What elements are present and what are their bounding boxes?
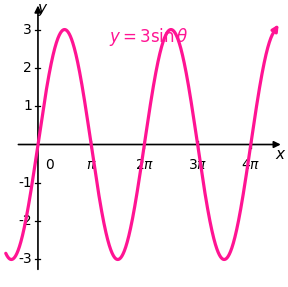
Text: -3: -3: [18, 253, 32, 267]
Text: -1: -1: [18, 176, 32, 190]
Text: $x$: $x$: [275, 147, 287, 162]
Text: 0: 0: [45, 158, 54, 172]
Text: -2: -2: [18, 214, 32, 228]
Text: $\pi$: $\pi$: [86, 158, 96, 172]
Text: $y$: $y$: [37, 2, 48, 18]
Text: 1: 1: [23, 99, 32, 113]
Text: $3\pi$: $3\pi$: [188, 158, 207, 172]
Text: $2\pi$: $2\pi$: [135, 158, 154, 172]
Text: 3: 3: [23, 23, 32, 36]
Text: $y = 3\sin\theta$: $y = 3\sin\theta$: [109, 26, 189, 48]
Text: 2: 2: [23, 61, 32, 75]
Text: $4\pi$: $4\pi$: [241, 158, 260, 172]
